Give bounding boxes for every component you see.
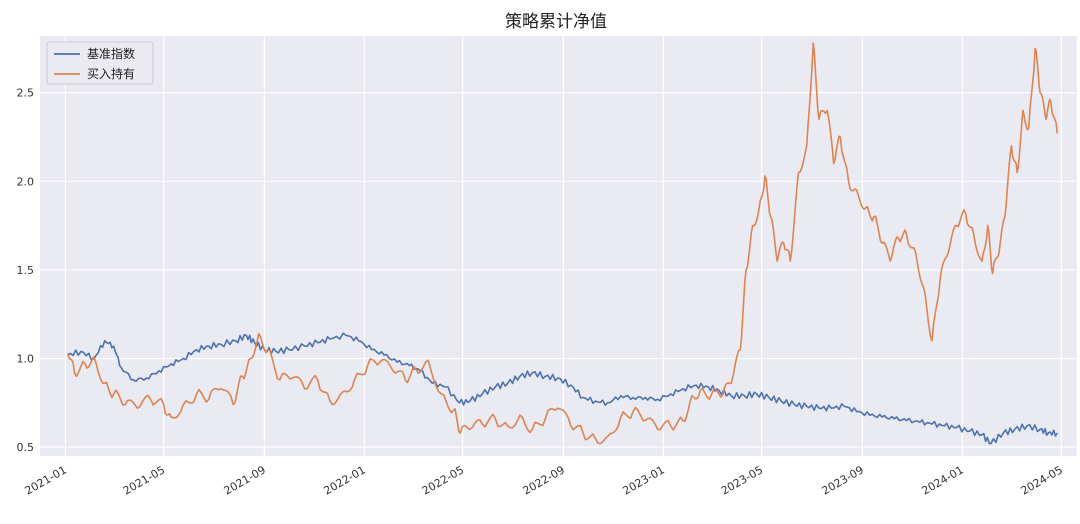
x-tick-label: 2022-09 xyxy=(521,463,567,497)
x-tick-label: 2023-09 xyxy=(820,463,866,497)
y-axis: 0.5 1.0 1.5 2.0 2.5 xyxy=(17,87,35,454)
series-line-1 xyxy=(67,42,1059,445)
legend-label-benchmark: 基准指数 xyxy=(87,46,135,61)
x-tick-label: 2022-05 xyxy=(420,463,466,497)
y-tick-label: 0.5 xyxy=(17,441,35,454)
series-line-0 xyxy=(67,332,1058,445)
x-tick-label: 2021-01 xyxy=(23,463,69,497)
legend: 基准指数 买入持有 xyxy=(46,41,154,85)
x-tick-label: 2023-05 xyxy=(719,463,765,497)
x-tick-label: 2021-09 xyxy=(222,463,268,497)
y-tick-label: 2.5 xyxy=(17,87,35,100)
x-tick-label: 2024-01 xyxy=(920,463,966,497)
x-tick-label: 2023-01 xyxy=(621,463,667,497)
legend-label-buyhold: 买入持有 xyxy=(87,66,135,81)
chart-title: 策略累计净值 xyxy=(505,12,607,32)
x-tick-label: 2024-05 xyxy=(1019,463,1065,497)
x-tick-label: 2021-05 xyxy=(121,463,167,497)
y-tick-label: 1.0 xyxy=(17,353,35,366)
y-tick-label: 1.5 xyxy=(17,264,35,277)
x-tick-label: 2022-01 xyxy=(322,463,368,497)
plot-area xyxy=(40,36,1077,456)
grid-lines xyxy=(40,36,1077,456)
x-axis: 2021-01 2021-05 2021-09 2022-01 2022-05 2022-… xyxy=(23,463,1065,497)
series-lines xyxy=(67,42,1059,445)
y-tick-label: 2.0 xyxy=(17,175,35,188)
